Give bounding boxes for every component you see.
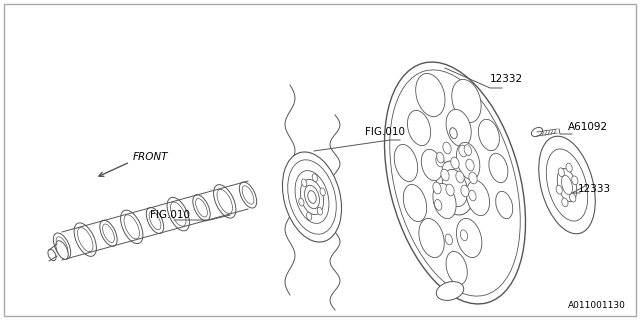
Text: FRONT: FRONT — [133, 152, 168, 162]
Ellipse shape — [451, 157, 459, 169]
Ellipse shape — [239, 182, 257, 208]
Ellipse shape — [441, 169, 449, 181]
Ellipse shape — [446, 184, 454, 196]
Ellipse shape — [433, 183, 456, 219]
Ellipse shape — [100, 220, 117, 246]
Ellipse shape — [531, 127, 543, 137]
Ellipse shape — [450, 128, 457, 139]
Ellipse shape — [433, 182, 441, 194]
Ellipse shape — [436, 161, 474, 215]
Ellipse shape — [312, 174, 317, 181]
Ellipse shape — [56, 237, 68, 255]
Ellipse shape — [452, 79, 481, 123]
Ellipse shape — [196, 198, 207, 217]
Ellipse shape — [48, 249, 56, 260]
Ellipse shape — [217, 189, 232, 213]
Ellipse shape — [193, 195, 210, 221]
Ellipse shape — [170, 202, 186, 226]
Ellipse shape — [242, 186, 254, 204]
Ellipse shape — [489, 153, 508, 183]
Ellipse shape — [403, 184, 427, 221]
Ellipse shape — [288, 160, 336, 234]
Ellipse shape — [320, 188, 325, 196]
Ellipse shape — [464, 145, 472, 156]
Ellipse shape — [305, 185, 319, 209]
Text: A61092: A61092 — [568, 122, 608, 132]
Ellipse shape — [214, 185, 236, 218]
Ellipse shape — [456, 219, 482, 258]
Ellipse shape — [53, 233, 70, 259]
Ellipse shape — [539, 136, 595, 234]
Ellipse shape — [561, 175, 572, 195]
Ellipse shape — [566, 163, 572, 172]
Ellipse shape — [307, 212, 312, 220]
Ellipse shape — [385, 62, 525, 304]
Ellipse shape — [466, 159, 474, 171]
Text: FIG.010: FIG.010 — [365, 127, 405, 137]
Ellipse shape — [436, 152, 444, 163]
Ellipse shape — [557, 168, 577, 202]
Ellipse shape — [459, 145, 467, 157]
Ellipse shape — [120, 210, 143, 244]
Ellipse shape — [456, 142, 480, 180]
Ellipse shape — [282, 152, 342, 242]
Ellipse shape — [562, 198, 568, 207]
Ellipse shape — [394, 144, 418, 181]
Text: A011001130: A011001130 — [568, 301, 626, 310]
Ellipse shape — [469, 172, 477, 184]
Ellipse shape — [445, 234, 452, 245]
Text: 12332: 12332 — [490, 74, 523, 84]
Ellipse shape — [295, 171, 329, 223]
Ellipse shape — [461, 185, 469, 197]
Ellipse shape — [436, 282, 464, 300]
Ellipse shape — [446, 109, 471, 147]
Ellipse shape — [442, 169, 468, 207]
Ellipse shape — [419, 219, 444, 258]
Ellipse shape — [468, 190, 476, 201]
Ellipse shape — [102, 224, 115, 243]
Ellipse shape — [450, 128, 457, 139]
Ellipse shape — [478, 119, 499, 151]
Ellipse shape — [467, 180, 490, 216]
Ellipse shape — [570, 193, 576, 202]
Ellipse shape — [443, 142, 451, 154]
Ellipse shape — [496, 191, 513, 219]
Ellipse shape — [408, 110, 431, 146]
Ellipse shape — [308, 191, 316, 204]
Ellipse shape — [446, 252, 467, 284]
Ellipse shape — [56, 241, 68, 259]
Ellipse shape — [421, 149, 442, 181]
Ellipse shape — [556, 185, 563, 194]
Ellipse shape — [147, 207, 164, 234]
Ellipse shape — [167, 197, 189, 231]
Ellipse shape — [436, 155, 444, 167]
Ellipse shape — [300, 180, 324, 215]
Ellipse shape — [77, 228, 93, 252]
Ellipse shape — [435, 199, 442, 210]
Ellipse shape — [558, 168, 564, 177]
Ellipse shape — [572, 176, 578, 185]
Text: 12333: 12333 — [578, 184, 611, 194]
Ellipse shape — [124, 215, 140, 239]
Ellipse shape — [149, 211, 161, 230]
Ellipse shape — [460, 230, 468, 241]
Ellipse shape — [301, 179, 307, 187]
Ellipse shape — [456, 171, 464, 183]
Text: FIG.010: FIG.010 — [150, 210, 190, 220]
Ellipse shape — [299, 198, 304, 206]
Ellipse shape — [74, 223, 97, 256]
Ellipse shape — [317, 207, 323, 215]
Ellipse shape — [415, 74, 445, 116]
